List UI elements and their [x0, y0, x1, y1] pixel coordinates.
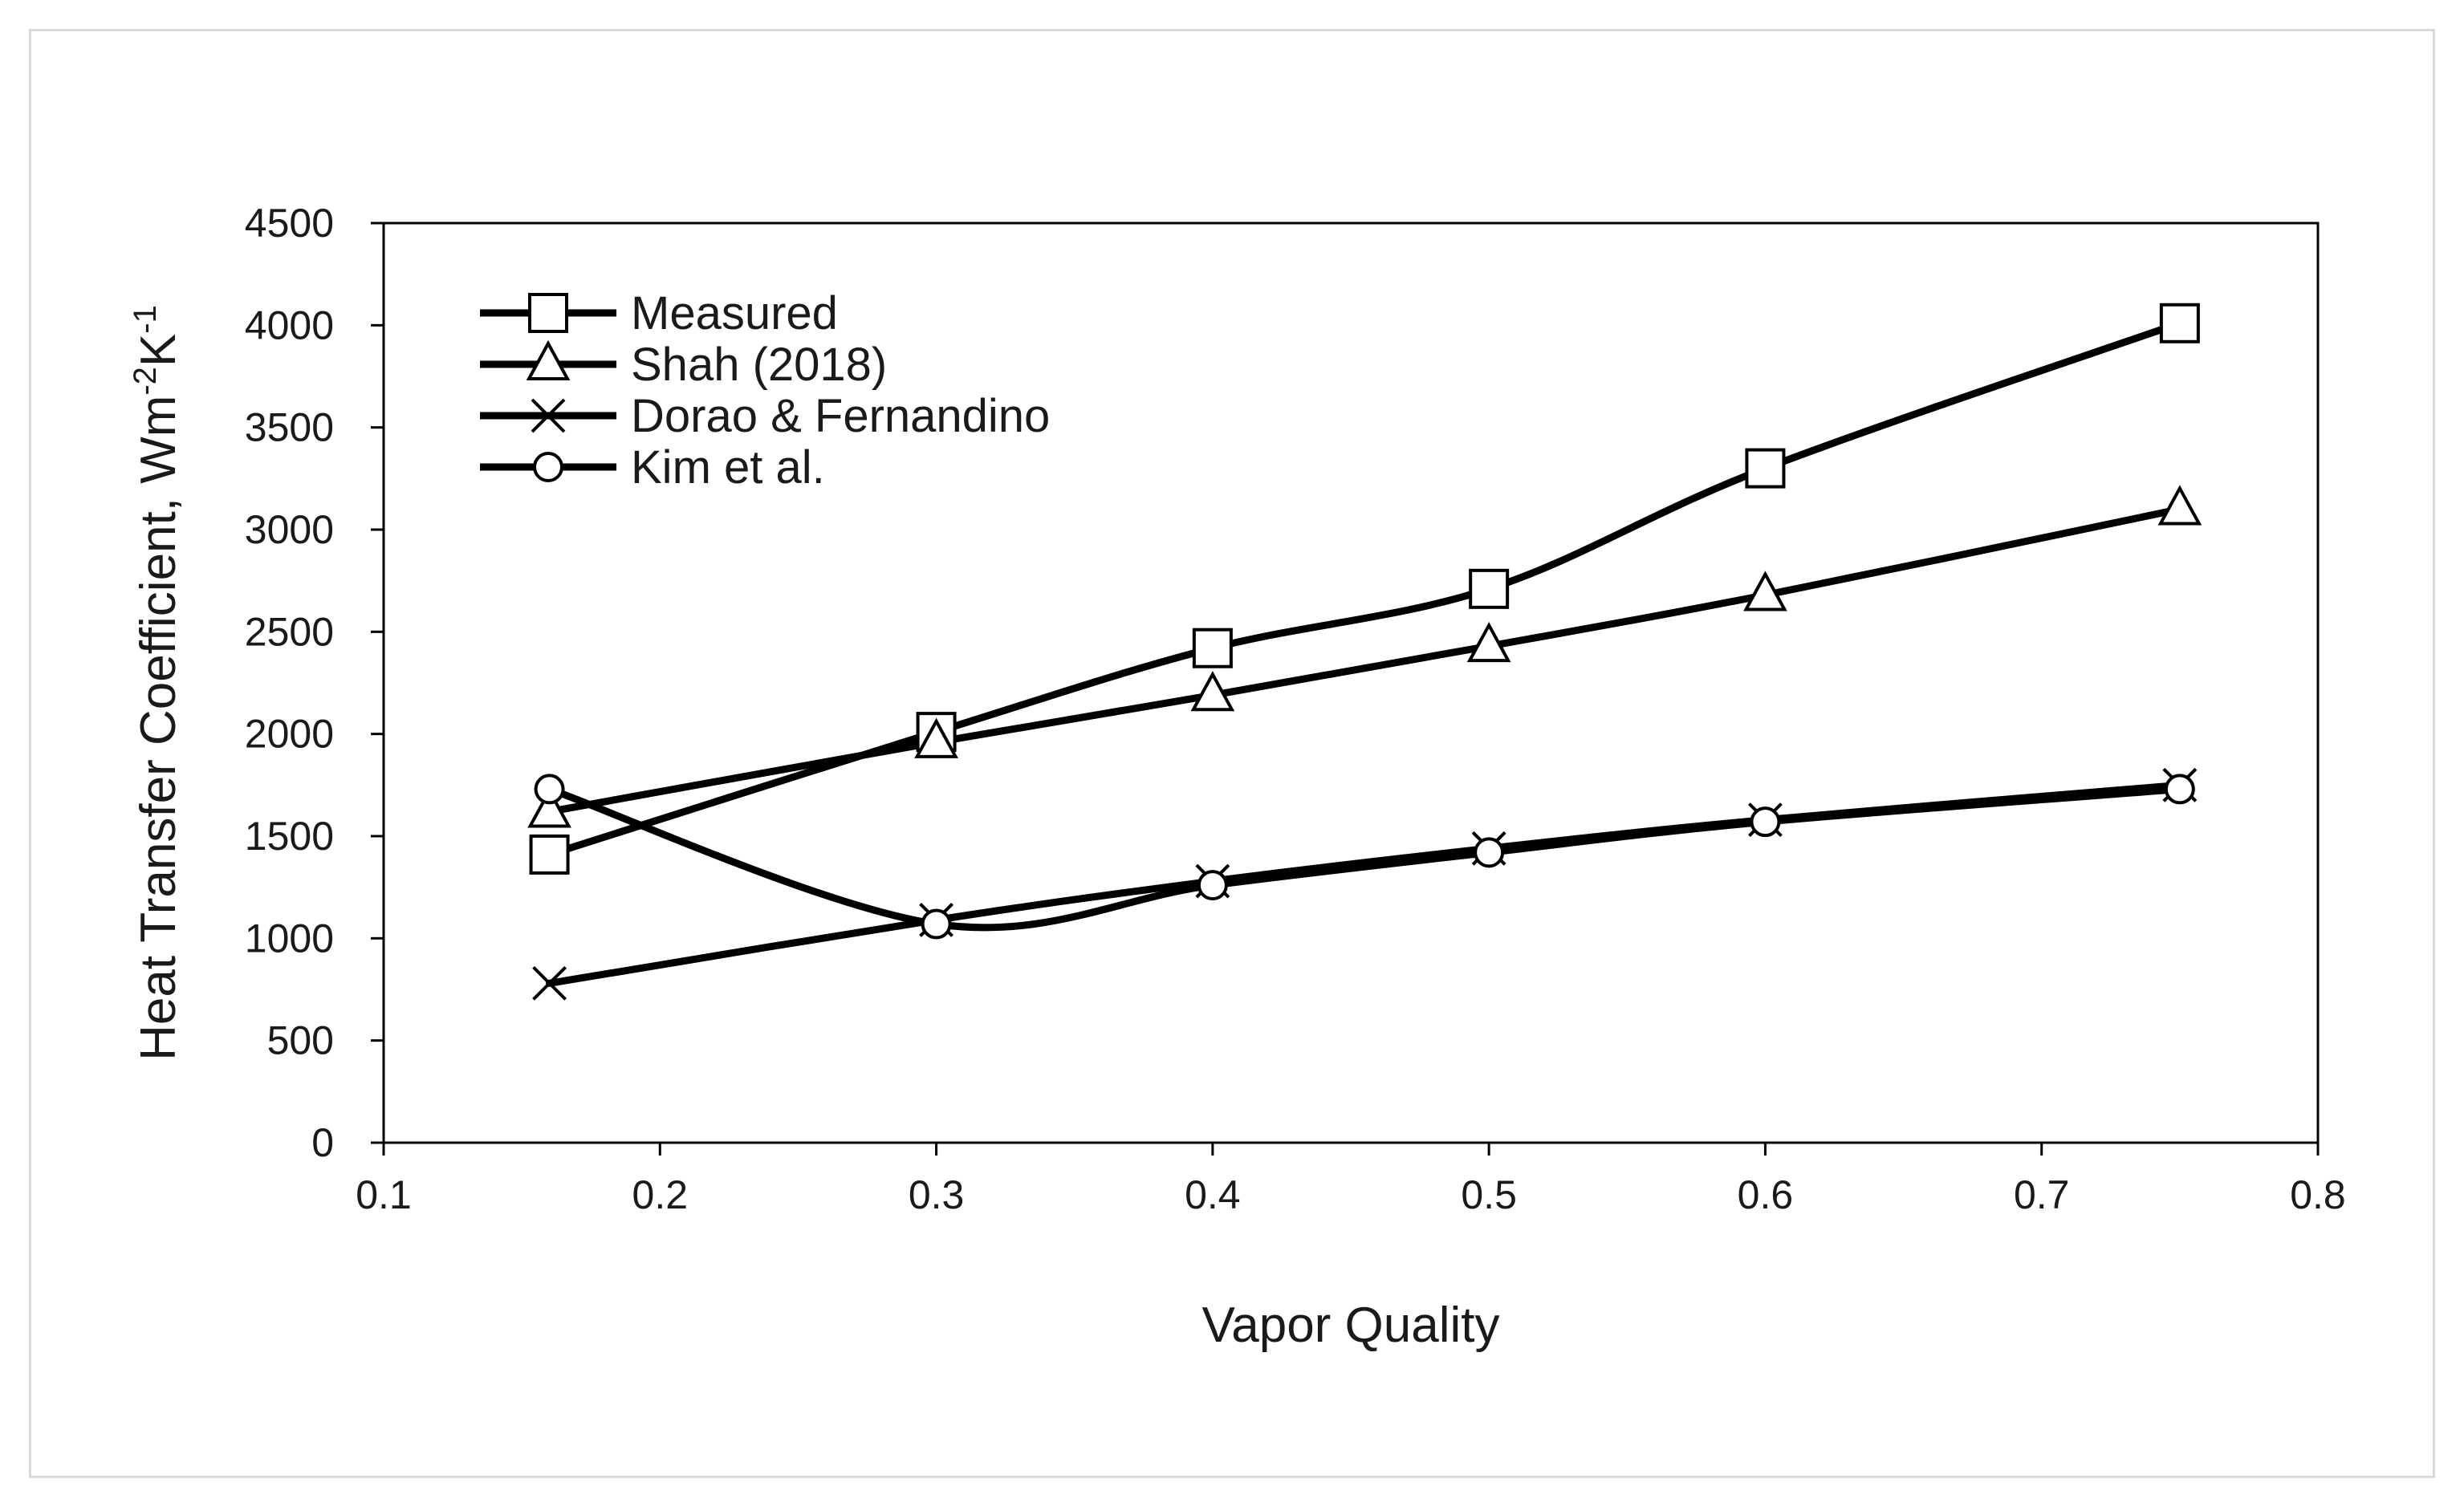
- x-tick-label: 0.4: [1185, 1172, 1241, 1217]
- x-tick-label: 0.7: [2014, 1172, 2070, 1217]
- legend-label: Measured: [631, 287, 838, 339]
- data-point-kim-et-al: [1474, 837, 1505, 868]
- legend-marker-icon: [528, 293, 568, 333]
- data-point-kim-et-al: [921, 908, 952, 940]
- legend-label: Shah (2018): [631, 339, 887, 391]
- data-point-shah-2018: [527, 787, 571, 828]
- y-tick-label: 4500: [245, 201, 334, 246]
- y-tick-label: 2000: [245, 712, 334, 757]
- axis-ticks: 0.1 0.2 0.3 0.4 0.5 0.6 0.7 0.8 0 500 1000 1500 2000…: [245, 201, 2346, 1217]
- series-lines: [546, 319, 2184, 987]
- data-point-shah-2018: [1743, 571, 1787, 611]
- data-point-shah-2018: [1466, 621, 1511, 663]
- y-tick-label: 0: [311, 1120, 334, 1165]
- data-point-measured: [1192, 628, 1233, 668]
- data-point-kim-et-al: [1750, 806, 1781, 838]
- data-point-measured: [2159, 303, 2200, 343]
- y-tick-label: 3000: [245, 507, 334, 552]
- y-tick-label: 2500: [245, 609, 334, 654]
- y-axis-title: Heat Transfer Coefficient, Wm-2K-1: [128, 305, 186, 1061]
- data-point-dorao-fernandino: [532, 965, 567, 1001]
- data-point-measured: [529, 834, 570, 875]
- data-point-shah-2018: [1190, 671, 1235, 712]
- data-point-kim-et-al: [1197, 870, 1228, 901]
- data-point-shah-2018: [914, 717, 958, 758]
- data-point-kim-et-al: [2164, 774, 2195, 805]
- series-line-kim-et-al: [546, 785, 2184, 932]
- y-tick-label: 3500: [245, 405, 334, 450]
- data-point-kim-et-al: [534, 774, 565, 805]
- legend-label: Kim et al.: [631, 441, 825, 494]
- y-tick-label: 500: [267, 1018, 334, 1063]
- legend-item-shah-2018: Shah (2018): [480, 339, 887, 391]
- series-markers: [527, 303, 2202, 1001]
- data-point-measured: [1469, 568, 1510, 609]
- x-tick-label: 0.5: [1461, 1172, 1517, 1217]
- plot-area: [382, 221, 2320, 1144]
- x-tick-label: 0.1: [356, 1172, 412, 1217]
- legend-item-kim-et-al: Kim et al.: [480, 441, 825, 494]
- x-tick-label: 0.6: [1738, 1172, 1794, 1217]
- data-point-shah-2018: [2157, 485, 2202, 526]
- x-axis-title: Vapor Quality: [1202, 1298, 1499, 1353]
- y-tick-label: 4000: [245, 303, 334, 347]
- y-tick-label: 1000: [245, 916, 334, 961]
- x-tick-label: 0.8: [2290, 1172, 2346, 1217]
- legend-label: Dorao & Fernandino: [631, 390, 1050, 442]
- legend-marker-icon: [531, 398, 566, 433]
- legend-item-dorao-fernandino: Dorao & Fernandino: [480, 390, 1050, 442]
- x-tick-label: 0.3: [909, 1172, 965, 1217]
- x-tick-label: 0.2: [632, 1172, 689, 1217]
- y-tick-label: 1500: [245, 814, 334, 859]
- legend-marker-icon: [533, 452, 563, 482]
- legend-item-measured: Measured: [480, 287, 838, 339]
- data-point-measured: [1745, 448, 1786, 489]
- series-line-shah-2018: [546, 506, 2184, 815]
- legend-marker-icon: [526, 339, 571, 380]
